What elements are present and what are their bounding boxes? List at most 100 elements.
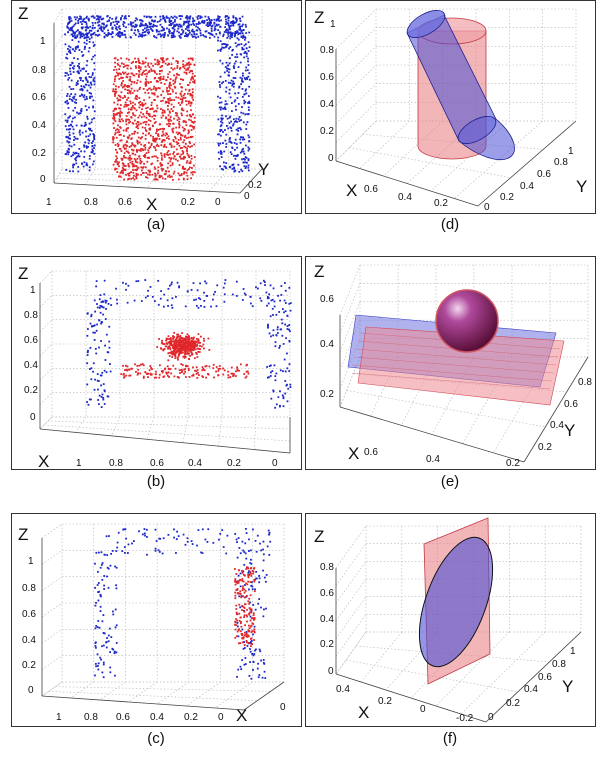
data-point [224,165,227,168]
data-point [144,73,146,76]
data-point [276,326,279,329]
data-point [137,166,140,169]
data-point [201,21,204,24]
data-point [190,347,193,350]
data-point [229,376,232,378]
data-point [153,300,156,303]
data-point [142,88,145,90]
data-point [135,169,138,172]
data-point [128,146,131,148]
data-point [277,396,280,399]
data-point [257,662,260,665]
data-point [255,550,258,553]
data-point [121,550,124,553]
data-point [86,401,89,403]
data-point [95,625,98,627]
data-point [93,147,95,149]
data-point [238,642,240,645]
data-point [189,348,192,351]
data-point [154,71,156,74]
data-point [189,114,191,116]
data-point [163,143,166,146]
data-point [174,357,177,360]
grid-line [335,596,367,639]
data-point [180,336,182,339]
data-point [141,108,143,111]
grid-line [53,168,63,184]
data-point [176,281,179,284]
data-point [133,107,136,109]
data-point [135,280,138,283]
data-point [169,78,172,80]
data-point [213,27,216,30]
data-point [115,71,118,74]
data-point [253,625,256,628]
data-point [131,80,133,83]
data-point [243,588,246,591]
data-point [248,78,251,81]
data-point [123,85,125,88]
data-point [98,394,101,397]
data-point [115,642,118,644]
z-tick: 0.6 [22,609,36,620]
data-point [158,373,161,376]
data-point [252,661,255,664]
data-point [109,651,111,654]
grid-line [359,120,410,169]
data-point [101,393,104,396]
data-point [123,156,125,159]
data-point [77,46,79,49]
data-point [172,340,175,342]
data-point [116,541,119,544]
data-point [234,591,237,594]
data-point [188,29,191,32]
data-point [238,26,241,29]
data-point [288,302,291,305]
y-tick: 0.4 [550,420,564,431]
data-point [102,300,105,303]
data-point [154,146,156,149]
data-point [90,378,93,381]
data-point [109,33,112,36]
data-point [155,540,158,542]
data-point [94,645,97,647]
data-point [77,112,80,115]
data-point [225,115,227,118]
data-point [146,89,149,91]
data-point [191,125,194,128]
grid-line [208,168,229,192]
data-point [249,611,251,614]
data-point [138,33,141,35]
data-point [184,32,187,35]
data-point [160,81,163,84]
data-point [124,156,127,159]
data-point [173,24,176,26]
data-point [141,102,144,105]
data-point [180,95,183,98]
data-point [246,370,249,373]
data-point [117,531,120,534]
data-point [86,89,89,92]
data-point [187,92,189,95]
data-point [235,604,238,607]
data-point [248,674,251,677]
data-point [177,344,180,347]
data-point [87,72,90,75]
data-point [85,146,88,149]
data-point [193,126,196,128]
data-point [232,77,235,79]
data-point [229,37,232,40]
data-point [248,85,251,88]
data-point [192,373,195,376]
data-point [286,352,288,355]
data-point [122,63,125,66]
data-point [236,366,239,369]
data-point [251,305,254,308]
data-point [216,24,218,27]
data-point [96,373,99,375]
data-point [177,172,180,175]
data-point [168,19,171,22]
data-point [186,84,189,87]
data-point [196,347,199,350]
data-point [87,50,90,53]
